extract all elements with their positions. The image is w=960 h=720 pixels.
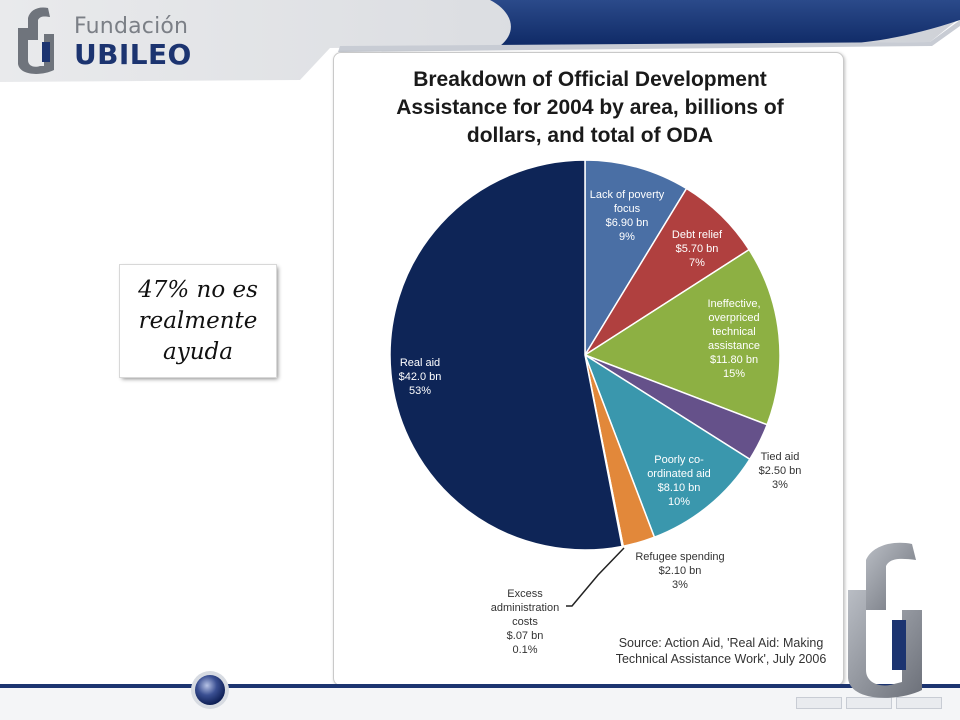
- corner-logo-icon: [848, 542, 922, 698]
- brand-name-bottom: UBILEO: [74, 38, 192, 71]
- footer-nav-button[interactable]: [846, 697, 892, 709]
- slice-label: Ineffective, overpriced technical assistanc…: [708, 298, 761, 380]
- footer-orb-icon: [191, 671, 229, 709]
- pie-slice: [583, 248, 781, 426]
- brand-logo: Fundación UBILEO: [14, 4, 191, 76]
- chart-title: Breakdown of Official Development Assist…: [390, 66, 790, 150]
- leader-line: [566, 547, 625, 607]
- slice-label: Lack of poverty focus $6.90 bn 9%: [590, 189, 665, 243]
- callout-box: 47% no es realmente ayuda: [119, 264, 277, 378]
- slice-label: Refugee spending $2.10 bn 3%: [635, 551, 724, 591]
- source-note: Source: Action Aid, 'Real Aid: Making Te…: [610, 635, 832, 667]
- slice-label: Real aid $42.0 bn 53%: [399, 357, 442, 397]
- chart-title-line: Breakdown of Official Development: [413, 68, 767, 91]
- pie-slice: [584, 159, 688, 358]
- chart-title-line: dollars, and total of ODA: [466, 124, 714, 147]
- source-line: Source: Action Aid, 'Real Aid: Making: [618, 636, 824, 650]
- pie-slice: [583, 353, 751, 539]
- slice-label: Debt relief $5.70 bn 7%: [672, 229, 723, 269]
- footer-bar: [0, 684, 960, 720]
- footer-nav-button[interactable]: [896, 697, 942, 709]
- brand-name-top: Fundación: [74, 14, 189, 39]
- footer-nav-button[interactable]: [796, 697, 842, 709]
- slice-label: Tied aid $2.50 bn 3%: [759, 451, 802, 491]
- pie-slice: [389, 159, 624, 551]
- source-line: Technical Assistance Work', July 2006: [615, 652, 827, 666]
- callout-text: 47% no es realmente ayuda: [138, 276, 258, 365]
- slice-label: Excess administration costs $.07 bn 0.1%: [491, 588, 559, 656]
- header-band: [0, 0, 960, 82]
- chart-title-line: Assistance for 2004 by area, billions of: [396, 96, 784, 119]
- slice-label: Poorly co-ordinated aid $8.10 bn 10%: [647, 454, 711, 508]
- fundacion-jubileo-logo-icon: [18, 7, 54, 74]
